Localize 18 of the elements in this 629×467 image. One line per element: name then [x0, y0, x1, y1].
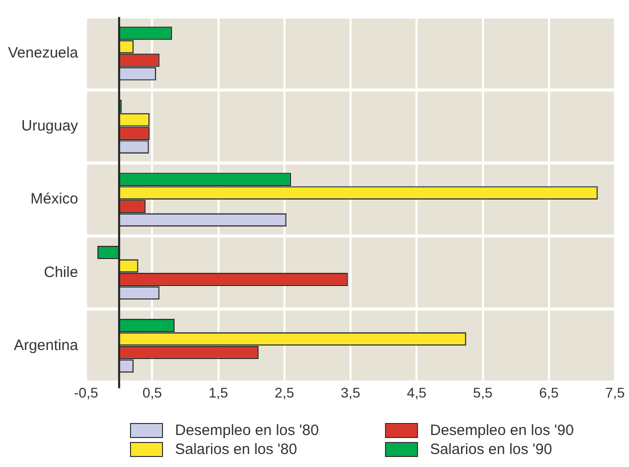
- legend-label: Desempleo en los '80: [175, 422, 319, 439]
- legend-label: Salarios en los '80: [175, 441, 298, 458]
- x-tick-label: 3,5: [340, 384, 360, 400]
- y-tick-label: Uruguay: [21, 118, 79, 135]
- y-tick-label: Argentina: [14, 336, 79, 354]
- x-tick-label: 6,5: [539, 384, 559, 400]
- x-tick-label: 2,5: [274, 384, 294, 400]
- x-tick-label: 1,5: [208, 384, 228, 400]
- legend-label: Salarios en los '90: [430, 441, 552, 458]
- x-tick-label: 4,5: [406, 384, 427, 400]
- x-tick-label: -0,5: [74, 384, 98, 400]
- x-tick-label: 7,5: [605, 384, 625, 400]
- y-tick-label: Venezuela: [8, 44, 79, 62]
- x-tick-label: 0,5: [142, 384, 162, 400]
- legend-label: Desempleo en los '90: [430, 422, 574, 439]
- y-tick-label: Chile: [44, 264, 78, 281]
- y-tick-label: México: [30, 190, 78, 208]
- x-tick-label: 5,5: [473, 384, 493, 400]
